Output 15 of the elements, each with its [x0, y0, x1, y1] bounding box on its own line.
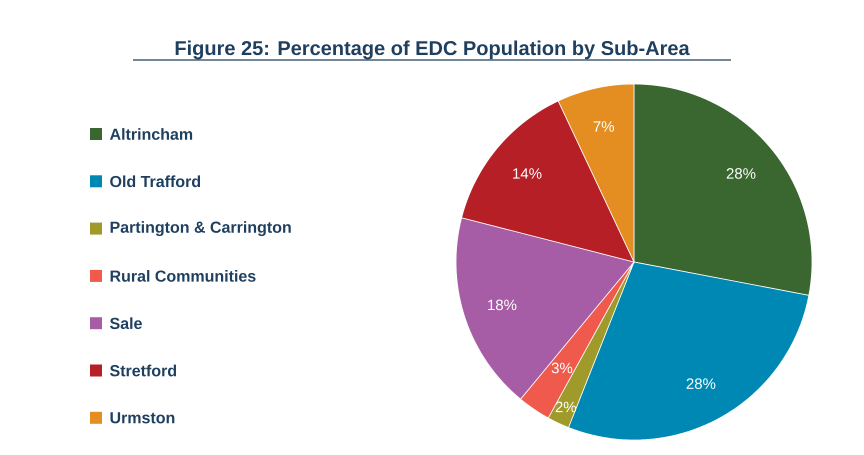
legend-label: Rural Communities [110, 270, 256, 282]
data-label: 2% [556, 402, 576, 412]
legend-label: Partington & Carrington [110, 221, 291, 236]
data-label: 28% [726, 168, 756, 179]
legend-label: Old Trafford [110, 175, 200, 188]
legend-label: Sale [110, 317, 142, 330]
legend-label: Stretford [110, 364, 176, 376]
legend-label: Altrincham [110, 128, 192, 140]
legend-label: Urmston [110, 412, 174, 424]
data-label: 7% [594, 121, 614, 132]
data-label: 14% [513, 168, 542, 179]
chart-title: Figure 25: Percentage of EDC Population by Sub-Area [176, 40, 690, 60]
data-label: 18% [488, 300, 516, 310]
data-label: 28% [686, 378, 716, 389]
data-label: 3% [552, 362, 572, 374]
